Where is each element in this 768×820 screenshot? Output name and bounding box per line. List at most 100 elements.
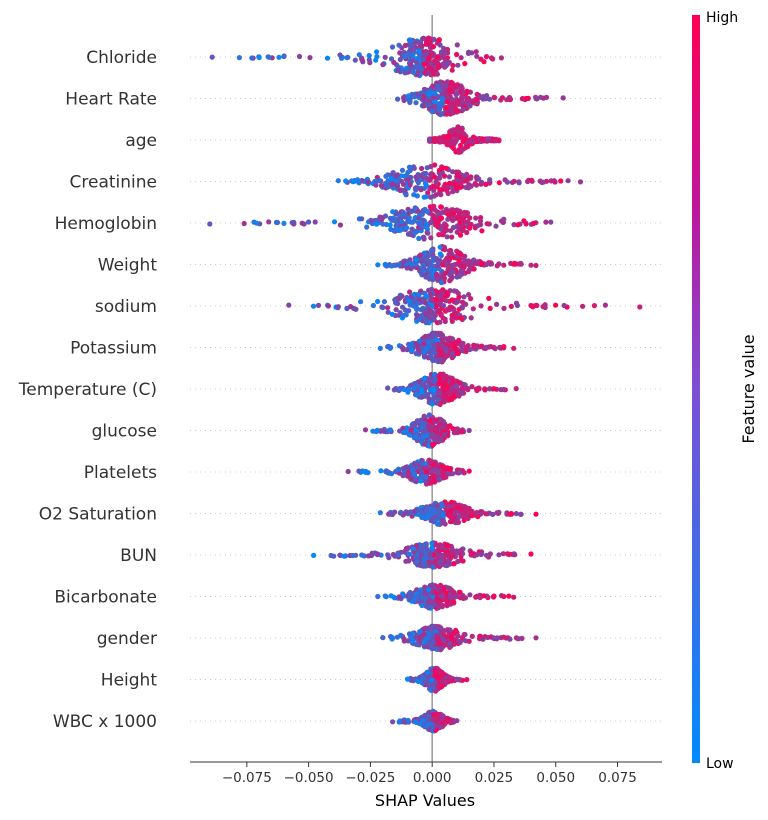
feature-label: gender: [97, 629, 157, 649]
shap-dot: [469, 633, 475, 640]
shap-dot: [432, 680, 438, 686]
shap-dot: [416, 48, 422, 55]
shap-dot: [439, 138, 445, 145]
shap-dot: [431, 255, 438, 261]
x-tick-label: 0.075: [598, 770, 637, 786]
shap-dot: [393, 300, 399, 306]
outlier-dot: [491, 635, 497, 641]
shap-dot: [456, 638, 462, 645]
shap-dot: [406, 432, 412, 438]
shap-dot: [440, 303, 447, 309]
shap-dot: [591, 303, 598, 309]
shap-dot: [453, 137, 459, 143]
shap-dot: [424, 669, 430, 676]
shap-dot: [365, 553, 372, 559]
shap-dot: [420, 57, 426, 63]
shap-dot: [442, 395, 448, 401]
shap-dot: [465, 185, 471, 191]
shap-dot: [415, 91, 421, 97]
shap-dot: [435, 521, 441, 527]
shap-dot: [331, 219, 338, 225]
shap-dot: [433, 138, 439, 144]
shap-dot: [437, 244, 443, 250]
shap-dot: [422, 99, 428, 105]
shap-dot: [447, 140, 453, 146]
feature-row-dots: [377, 330, 517, 365]
shap-dot: [423, 274, 429, 280]
shap-dot: [471, 266, 477, 272]
shap-dot: [404, 509, 410, 516]
shap-dot: [442, 221, 448, 227]
shap-dot: [445, 109, 451, 116]
shap-dot: [553, 302, 559, 308]
shap-dot: [459, 95, 465, 101]
shap-dot: [513, 300, 520, 306]
shap-dot: [429, 303, 435, 309]
shap-dot: [426, 252, 432, 258]
shap-dot: [417, 629, 423, 635]
feature-label: sodium: [95, 297, 157, 317]
shap-dot: [480, 94, 486, 100]
shap-dot: [459, 130, 465, 136]
shap-dot: [416, 634, 422, 641]
x-tick-label: −0.050: [284, 770, 334, 786]
shap-dot: [398, 509, 404, 515]
shap-dot: [436, 346, 442, 352]
shap-dot: [430, 503, 436, 509]
shap-dot: [431, 717, 437, 723]
shap-dot: [473, 49, 479, 55]
shap-dot: [434, 60, 440, 66]
shap-dot: [486, 295, 492, 301]
shap-dot: [420, 217, 426, 223]
shap-dot: [443, 104, 449, 110]
outlier-dot: [404, 96, 411, 102]
shap-dot: [382, 54, 388, 60]
shap-dot: [370, 302, 376, 309]
shap-dot: [418, 552, 424, 558]
shap-dot: [447, 674, 453, 680]
shap-dot: [446, 133, 452, 139]
shap-dot: [423, 636, 429, 642]
shap-dot: [474, 552, 480, 558]
shap-dot: [412, 719, 419, 725]
shap-dot: [378, 183, 385, 189]
shap-dot: [511, 222, 517, 228]
shap-dot: [414, 193, 420, 199]
shap-dot: [423, 41, 430, 47]
outlier-dot: [291, 221, 297, 227]
feature-label: Creatinine: [70, 173, 157, 193]
shap-dot: [424, 318, 430, 324]
shap-dot: [431, 215, 437, 221]
outlier-dot: [533, 635, 539, 641]
shap-dot: [437, 476, 443, 482]
shap-dot: [401, 258, 407, 264]
shap-dot: [498, 97, 504, 103]
shap-dot: [422, 206, 428, 212]
shap-dot: [435, 470, 441, 476]
feature-row-dots: [377, 499, 539, 528]
shap-dot: [480, 636, 486, 642]
shap-dot: [430, 442, 436, 448]
shap-dot: [461, 294, 467, 300]
shap-dot: [479, 136, 486, 142]
shap-dot: [542, 304, 548, 311]
shap-dot: [421, 170, 427, 177]
shap-dot: [473, 215, 479, 221]
shap-dot: [407, 302, 413, 308]
shap-dot: [423, 345, 429, 352]
outlier-dot: [362, 427, 369, 433]
shap-dot: [411, 69, 417, 76]
shap-dot: [433, 425, 439, 431]
outlier-dot: [488, 55, 495, 61]
shap-dot: [459, 347, 465, 354]
shap-dot: [427, 387, 433, 393]
shap-dot: [455, 215, 461, 221]
feature-label: Potassium: [70, 339, 157, 359]
shap-dot: [438, 501, 445, 507]
shap-dot: [435, 605, 441, 611]
shap-dot: [445, 433, 451, 439]
shap-dot: [552, 179, 558, 185]
shap-dot: [435, 263, 441, 269]
shap-dot: [449, 129, 455, 135]
